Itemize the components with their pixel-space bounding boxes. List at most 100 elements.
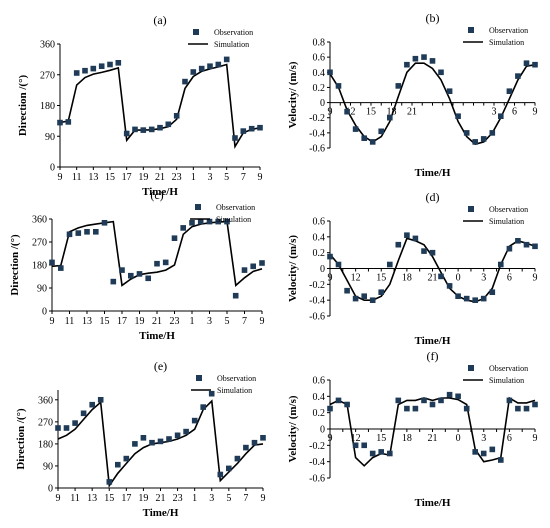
- observation-point: [191, 417, 198, 424]
- observation-point: [480, 136, 487, 142]
- y-tick-label: 270: [32, 238, 47, 249]
- x-tick-label: 11: [72, 172, 82, 183]
- simulation-line: [51, 220, 263, 287]
- x-tick-label: 3: [481, 273, 486, 284]
- y-tick-label: -0.4: [309, 128, 325, 139]
- legend-simulation-label: Simulation: [489, 217, 524, 226]
- x-tick-label: 12: [351, 433, 361, 444]
- observation-point: [132, 126, 138, 133]
- x-axis-label: Time/H: [415, 335, 451, 347]
- observation-point: [335, 261, 342, 268]
- observation-point: [101, 220, 108, 226]
- y-tick-label: 0.4: [313, 232, 326, 243]
- observation-point: [259, 260, 265, 266]
- observation-point: [241, 267, 248, 273]
- legend-simulation-label: Simulation: [216, 215, 251, 224]
- observation-point: [438, 69, 444, 76]
- observation-point: [243, 444, 249, 451]
- observation-point: [361, 135, 367, 141]
- x-tick-label: 11: [65, 316, 75, 327]
- observation-point: [248, 125, 255, 132]
- observation-point: [344, 108, 350, 115]
- observation-point: [455, 293, 461, 299]
- observation-point: [446, 88, 453, 94]
- x-tick-label: 3: [492, 107, 497, 118]
- simulation-line: [59, 63, 261, 149]
- y-tick-label: 90: [43, 461, 53, 472]
- observation-point: [523, 405, 530, 412]
- observation-point: [140, 435, 147, 441]
- observation-point: [506, 88, 513, 94]
- x-tick-label: 5: [224, 172, 229, 183]
- observation-point: [532, 401, 538, 408]
- observation-point: [157, 124, 163, 131]
- y-tick-label: 0.2: [313, 83, 326, 94]
- observation-point: [72, 420, 78, 426]
- observation-point: [404, 405, 410, 412]
- y-tick-label: -0.2: [309, 441, 325, 452]
- y-tick-label: 180: [32, 261, 47, 272]
- x-tick-label: 9: [50, 316, 55, 327]
- legend-simulation-label: Simulation: [214, 40, 249, 49]
- observation-point: [395, 397, 402, 404]
- observation-point: [361, 442, 367, 449]
- observation-point: [154, 260, 160, 267]
- observation-point: [352, 295, 359, 302]
- observation-point: [515, 73, 521, 79]
- x-tick-label: 18: [402, 273, 412, 284]
- panel-label: (f): [427, 349, 439, 363]
- x-tick-label: 9: [328, 107, 333, 118]
- observation-point: [327, 253, 333, 260]
- x-tick-label: 13: [87, 493, 97, 504]
- legend-observation-label: Observation: [489, 205, 528, 214]
- x-tick-label: 21: [428, 433, 438, 444]
- y-axis-label: Velocity/ (m/s): [287, 395, 299, 462]
- observation-point: [115, 60, 122, 66]
- observation-point: [257, 124, 263, 131]
- observation-point: [506, 397, 513, 404]
- observation-point: [128, 272, 134, 279]
- y-tick-label: 0.6: [313, 53, 326, 64]
- legend-observation-marker: [195, 204, 201, 210]
- observation-point: [217, 471, 224, 478]
- y-tick-label: 0.4: [313, 392, 326, 403]
- observation-point: [429, 58, 436, 64]
- observation-point: [93, 229, 99, 235]
- observation-point: [344, 287, 350, 294]
- observation-point: [215, 61, 222, 68]
- x-tick-label: 1: [190, 316, 195, 327]
- y-tick-label: 270: [38, 417, 53, 428]
- y-tick-label: -0.6: [309, 144, 325, 155]
- x-tick-label: 6: [507, 433, 512, 444]
- observation-point: [75, 230, 82, 236]
- observation-point: [206, 218, 213, 225]
- observation-point: [472, 449, 478, 455]
- observation-point: [80, 410, 87, 417]
- observation-point: [446, 391, 453, 398]
- x-tick-label: 15: [105, 172, 115, 183]
- observation-point: [140, 127, 147, 133]
- x-tick-label: 7: [243, 493, 248, 504]
- x-tick-label: 9: [260, 316, 265, 327]
- y-tick-label: -0.2: [309, 113, 325, 124]
- legend-observation-marker: [193, 29, 199, 35]
- x-tick-label: 19: [135, 316, 145, 327]
- x-tick-label: 15: [366, 107, 376, 118]
- observation-point: [352, 126, 359, 132]
- y-tick-label: 360: [38, 395, 53, 406]
- y-tick-label: 90: [45, 132, 55, 143]
- x-tick-label: 9: [533, 433, 538, 444]
- observation-point: [387, 261, 393, 268]
- legend-simulation-label: Simulation: [489, 38, 524, 47]
- x-tick-label: 17: [117, 316, 127, 327]
- x-tick-label: 9: [328, 273, 333, 284]
- x-axis-label: Time/H: [415, 167, 451, 179]
- x-tick-label: 0: [456, 433, 461, 444]
- observation-point: [97, 397, 104, 403]
- x-tick-label: 18: [402, 433, 412, 444]
- observation-point: [387, 450, 393, 457]
- observation-point: [149, 439, 155, 446]
- observation-point: [404, 232, 410, 238]
- observation-point: [335, 83, 342, 89]
